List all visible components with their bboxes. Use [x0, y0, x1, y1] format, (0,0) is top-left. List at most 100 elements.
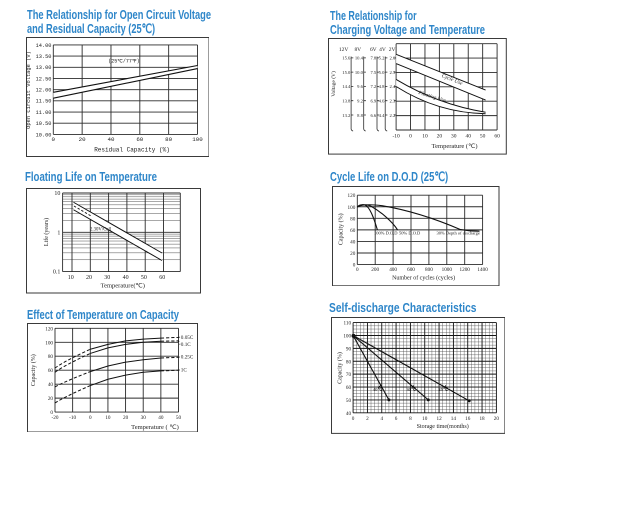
- svg-text:13.8: 13.8: [343, 98, 352, 103]
- svg-text:30: 30: [104, 275, 110, 281]
- svg-text:14.4: 14.4: [343, 84, 352, 89]
- svg-text:2.3: 2.3: [390, 98, 396, 103]
- svg-text:10: 10: [423, 133, 429, 139]
- svg-text:6: 6: [394, 416, 397, 422]
- svg-text:40: 40: [48, 382, 54, 388]
- svg-text:14.00: 14.00: [35, 43, 51, 49]
- svg-text:4V: 4V: [380, 47, 387, 53]
- svg-text:80: 80: [48, 354, 54, 360]
- svg-text:2.5: 2.5: [390, 70, 396, 75]
- svg-text:Open Circuit Voltage (V): Open Circuit Voltage (V): [26, 51, 32, 129]
- svg-text:30: 30: [451, 133, 457, 139]
- svg-text:0: 0: [89, 415, 92, 421]
- svg-text:10: 10: [422, 416, 428, 422]
- svg-text:-20: -20: [52, 415, 59, 421]
- svg-text:0: 0: [353, 263, 356, 269]
- svg-text:2.6: 2.6: [390, 56, 396, 61]
- svg-text:200: 200: [372, 267, 380, 273]
- svg-text:120: 120: [45, 326, 53, 332]
- svg-text:10: 10: [105, 415, 111, 421]
- svg-text:12: 12: [436, 416, 442, 422]
- svg-text:20: 20: [78, 136, 85, 143]
- svg-text:-10: -10: [69, 415, 76, 421]
- svg-text:Temperature(℃): Temperature(℃): [101, 283, 145, 290]
- svg-text:60: 60: [346, 385, 352, 391]
- svg-text:50: 50: [480, 133, 486, 139]
- svg-text:20: 20: [86, 275, 92, 281]
- svg-text:1200: 1200: [460, 267, 471, 273]
- svg-text:600: 600: [408, 267, 416, 273]
- svg-text:90: 90: [346, 346, 352, 352]
- svg-text:2.30V/Cell: 2.30V/Cell: [90, 228, 112, 233]
- svg-text:50: 50: [141, 275, 147, 281]
- svg-text:100: 100: [343, 333, 351, 339]
- svg-text:70: 70: [346, 372, 352, 378]
- svg-text:30% Depth of discharge: 30% Depth of discharge: [437, 231, 480, 236]
- svg-text:60: 60: [351, 228, 357, 234]
- svg-text:10: 10: [68, 275, 74, 281]
- svg-text:12.50: 12.50: [35, 76, 51, 82]
- svg-text:20: 20: [48, 396, 54, 402]
- svg-text:60: 60: [495, 133, 501, 139]
- svg-text:13.50: 13.50: [35, 54, 51, 60]
- svg-text:-10: -10: [393, 133, 401, 139]
- svg-text:40: 40: [107, 136, 114, 143]
- svg-text:400: 400: [390, 267, 398, 273]
- svg-text:0: 0: [51, 136, 55, 143]
- svg-text:20: 20: [351, 251, 357, 257]
- svg-text:7.8: 7.8: [371, 56, 377, 61]
- svg-text:40: 40: [123, 275, 129, 281]
- svg-text:15.6: 15.6: [343, 56, 352, 61]
- svg-text:18: 18: [479, 416, 485, 422]
- svg-text:Capacity (%): Capacity (%): [30, 354, 37, 386]
- svg-text:50: 50: [176, 415, 182, 421]
- svg-text:40: 40: [466, 133, 472, 139]
- svg-text:2.4: 2.4: [390, 84, 396, 89]
- svg-text:5.0: 5.0: [379, 70, 385, 75]
- svg-text:60: 60: [136, 136, 143, 143]
- svg-text:11.50: 11.50: [35, 99, 51, 105]
- svg-text:Residual Capacity (%): Residual Capacity (%): [94, 147, 170, 154]
- svg-text:4.4: 4.4: [379, 113, 385, 118]
- svg-text:0: 0: [351, 416, 354, 422]
- svg-text:60: 60: [48, 368, 54, 374]
- svg-text:1C: 1C: [181, 367, 188, 373]
- svg-text:Temperature (℃): Temperature (℃): [432, 143, 478, 150]
- svg-text:16: 16: [465, 416, 471, 422]
- svg-text:100: 100: [45, 340, 53, 346]
- svg-text:40: 40: [158, 415, 164, 421]
- svg-text:100: 100: [192, 136, 203, 143]
- svg-text:11.00: 11.00: [35, 110, 51, 116]
- svg-text:80: 80: [351, 217, 357, 223]
- svg-text:40: 40: [351, 240, 357, 246]
- svg-text:0: 0: [50, 410, 53, 416]
- svg-text:2V: 2V: [389, 47, 396, 53]
- svg-text:8.8: 8.8: [358, 113, 364, 118]
- svg-text:40℃: 40℃: [372, 387, 383, 392]
- svg-text:20: 20: [123, 415, 129, 421]
- svg-text:2.2: 2.2: [390, 113, 396, 118]
- svg-text:80: 80: [165, 136, 172, 143]
- svg-text:8V: 8V: [355, 47, 362, 53]
- svg-text:800: 800: [425, 267, 433, 273]
- svg-text:0.25C: 0.25C: [181, 354, 194, 360]
- svg-text:2: 2: [366, 416, 369, 422]
- svg-text:0.1C: 0.1C: [181, 342, 191, 348]
- svg-text:7.5: 7.5: [371, 70, 377, 75]
- svg-text:12.00: 12.00: [35, 88, 51, 94]
- svg-text:10.00: 10.00: [35, 132, 51, 138]
- svg-text:Temperature ( ℃): Temperature ( ℃): [131, 424, 179, 431]
- svg-text:10.4: 10.4: [355, 56, 364, 61]
- svg-text:10: 10: [54, 191, 60, 197]
- svg-text:15.0: 15.0: [343, 70, 352, 75]
- svg-text:50% D.O.D: 50% D.O.D: [399, 231, 421, 236]
- svg-text:14: 14: [450, 416, 456, 422]
- svg-text:4.8: 4.8: [379, 84, 385, 89]
- svg-text:Capacity (%): Capacity (%): [336, 352, 343, 384]
- svg-text:7.2: 7.2: [371, 84, 377, 89]
- svg-text:1400: 1400: [478, 267, 489, 273]
- svg-text:8: 8: [409, 416, 412, 422]
- svg-text:6.6: 6.6: [371, 113, 377, 118]
- svg-text:0: 0: [410, 133, 413, 139]
- svg-text:Number of cycles (cycles): Number of cycles (cycles): [392, 275, 455, 282]
